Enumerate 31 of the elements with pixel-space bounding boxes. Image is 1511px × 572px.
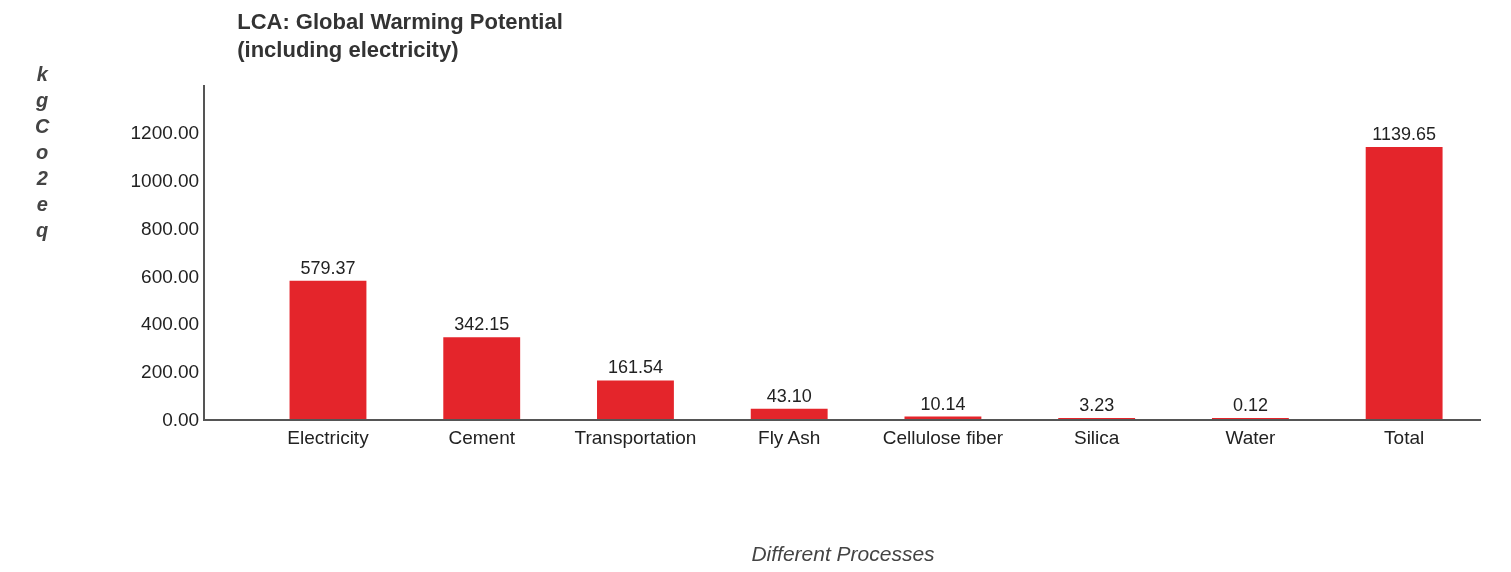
bar — [597, 380, 674, 419]
bar — [289, 280, 367, 419]
y-tick-label: 800.00 — [141, 217, 200, 239]
y-tick-label: 400.00 — [141, 313, 200, 335]
data-label: 43.10 — [766, 385, 812, 406]
x-tick-label: Water — [1225, 426, 1277, 448]
y-tick-label: 0.00 — [162, 408, 200, 430]
y-tick-label: 1000.00 — [130, 170, 200, 192]
x-tick-label: Fly Ash — [758, 426, 821, 448]
x-tick-label: Transportation — [574, 426, 697, 448]
x-tick-label: Cellulose fiber — [882, 426, 1004, 448]
x-tick-label: Cement — [448, 426, 516, 448]
x-tick-label: Total — [1384, 426, 1425, 448]
x-tick-label: Electricity — [287, 426, 370, 448]
bar — [750, 408, 828, 419]
y-tick-label: 200.00 — [141, 360, 200, 382]
data-label: 161.54 — [607, 357, 663, 378]
data-label: 0.12 — [1232, 395, 1268, 415]
bar — [1365, 147, 1443, 419]
bar — [443, 337, 521, 419]
x-tick-label: Silica — [1073, 426, 1120, 448]
chart-title: LCA: Global Warming Potential (including electricity) — [237, 8, 563, 63]
y-axis-title: kgCo2eq — [35, 63, 50, 241]
y-tick-label: 1200.00 — [130, 122, 200, 144]
data-label: 10.14 — [920, 393, 966, 414]
data-label: 1139.65 — [1372, 124, 1436, 145]
data-label: 3.23 — [1079, 395, 1115, 415]
y-tick-label: 600.00 — [141, 265, 200, 287]
data-label: 342.15 — [454, 314, 510, 335]
data-label: 579.37 — [300, 257, 356, 278]
x-axis-title: Different Processes — [751, 542, 936, 566]
